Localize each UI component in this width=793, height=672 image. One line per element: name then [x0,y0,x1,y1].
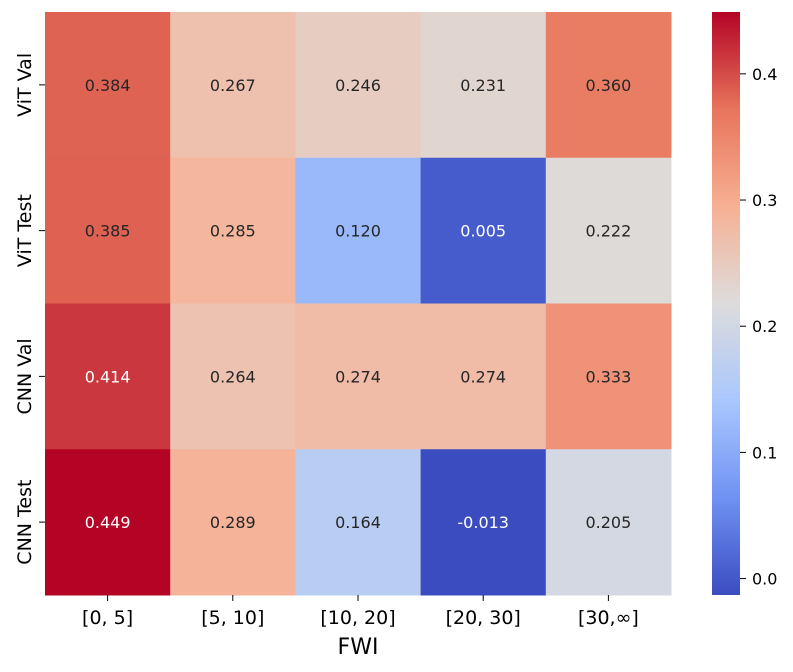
heatmap-cells: 0.384 0.267 0.246 0.231 0.360 0.385 0.285 0.120… [45,12,672,596]
heatmap-cell [45,303,171,450]
x-tick-labels: [0, 5] [5, 10] [10, 20] [20, 30] [30,∞] [82,595,639,629]
cell-value-label: 0.231 [460,76,506,95]
cell-value-label: 0.360 [585,76,631,95]
heatmap-cell [545,449,672,596]
cell-value-label: -0.013 [457,513,509,532]
cell-value-label: 0.274 [335,367,381,386]
x-axis-label: FWI [338,635,379,660]
heatmap-cell [420,449,547,596]
cell-value-label: 0.246 [335,76,381,95]
heatmap-cell [170,303,296,450]
heatmap-cell [45,12,171,159]
y-tick-labels: ViT Val ViT Test CNN Val CNN Test [14,53,45,565]
x-tick-label: [30,∞] [578,607,639,629]
colorbar-tick-label: 0.4 [752,65,777,84]
cell-value-label: 0.449 [85,513,131,532]
cell-value-label: 0.274 [460,367,506,386]
heatmap-cell [295,12,422,159]
y-tick-label: ViT Test [14,194,36,267]
heatmap-cell [420,12,547,159]
colorbar-tick-label: 0.3 [752,191,777,210]
cell-value-label: 0.205 [585,513,631,532]
cell-value-label: 0.414 [85,367,131,386]
heatmap-cell [420,303,547,450]
cell-value-label: 0.005 [460,222,506,241]
cell-value-label: 0.385 [85,222,131,241]
heatmap-cell [545,12,672,159]
colorbar-tick-label: 0.0 [752,570,777,589]
x-tick-label: [10, 20] [320,607,395,629]
heatmap-cell [295,303,422,450]
heatmap-cell [420,157,547,304]
cell-value-label: 0.120 [335,222,381,241]
heatmap-cell [45,157,171,304]
cell-value-label: 0.222 [585,222,631,241]
heatmap-cell [545,157,672,304]
cell-value-label: 0.264 [210,367,256,386]
heatmap-cell [545,303,672,450]
heatmap-cell [295,449,422,596]
cell-value-label: 0.285 [210,222,256,241]
y-tick-label: CNN Val [14,338,36,414]
colorbar-tick-label: 0.1 [752,443,777,462]
heatmap-cell [170,449,296,596]
x-tick-label: [0, 5] [82,607,133,629]
colorbar-tick-label: 0.2 [752,317,777,336]
x-tick-label: [20, 30] [446,607,521,629]
cell-value-label: 0.267 [210,76,256,95]
colorbar-bar [712,12,740,595]
heatmap-cell [45,449,171,596]
cell-value-label: 0.333 [585,367,631,386]
y-tick-label: ViT Val [14,53,36,117]
heatmap-cell [295,157,422,304]
cell-value-label: 0.289 [210,513,256,532]
cell-value-label: 0.384 [85,76,131,95]
heatmap-cell [170,12,296,159]
cell-value-label: 0.164 [335,513,381,532]
y-tick-label: CNN Test [14,480,36,565]
x-tick-label: [5, 10] [201,607,264,629]
colorbar: 0.0 0.1 0.2 0.3 0.4 [712,12,777,595]
heatmap-cell [170,157,296,304]
